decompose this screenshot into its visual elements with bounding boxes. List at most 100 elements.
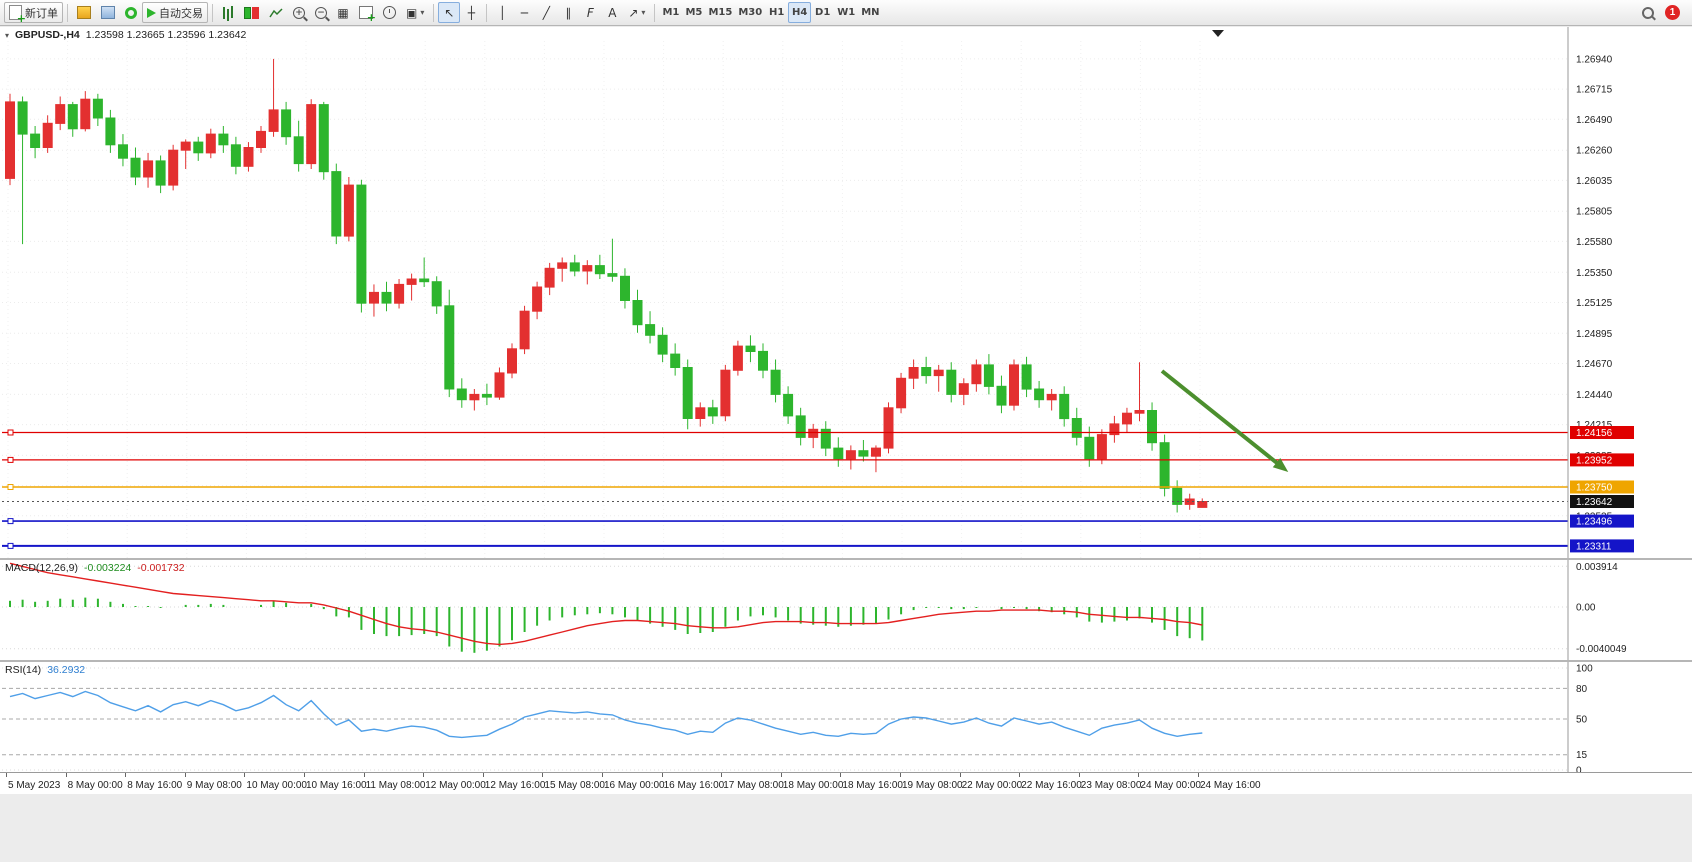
channel-icon: ∥ [565, 5, 572, 20]
navigator-button[interactable] [96, 2, 120, 23]
zoom-in-button[interactable]: + [288, 2, 310, 23]
zoom-out-button[interactable]: − [310, 2, 332, 23]
candle-body [1184, 498, 1195, 505]
timeframe-m15-button[interactable]: M15 [705, 2, 735, 23]
macd-panel[interactable]: 0.003914 0.00 -0.0040049 MACD(12,26,9) -0.… [0, 558, 1692, 660]
fibonacci-button[interactable]: F [579, 2, 601, 23]
terminal-button[interactable] [120, 2, 142, 23]
time-axis-tick [65, 773, 67, 777]
rsi-panel[interactable]: 100 80 50 15 0 RSI(14) 36.2932 [0, 660, 1692, 772]
time-axis-tick [959, 773, 961, 777]
time-label: 16 May 00:00 [604, 780, 665, 791]
candle-body [419, 278, 430, 283]
time-label: 24 May 00:00 [1140, 780, 1201, 791]
candle-body [933, 369, 944, 377]
indicators-button[interactable] [354, 2, 378, 24]
candle-body [494, 372, 505, 398]
line-handle[interactable] [7, 542, 14, 549]
rsi-axis[interactable]: 100 80 50 15 0 [1567, 662, 1593, 772]
price-axis[interactable]: 1.26940 1.26715 1.26490 1.26260 1.26035 1.258… [1567, 27, 1634, 558]
rsi-axis-label: 80 [1576, 684, 1588, 695]
navigator-icon [101, 6, 115, 19]
candle-body [356, 184, 367, 304]
candle-body [381, 291, 392, 304]
candle-body [343, 184, 354, 237]
auto-trading-button[interactable]: 自动交易 [142, 2, 208, 23]
symbol-dropdown-icon[interactable]: ▾ [5, 30, 10, 40]
candle-body [155, 160, 166, 186]
terminal-icon [125, 6, 137, 19]
timeframe-mn-button[interactable]: MN [858, 2, 882, 23]
price-axis-label: 1.25350 [1576, 268, 1613, 279]
price-chart-canvas[interactable]: 1.26940 1.26715 1.26490 1.26260 1.26035 1.258… [0, 27, 1692, 558]
horizontal-price-lines[interactable] [2, 429, 1568, 549]
candlestick-chart-button[interactable] [239, 2, 264, 23]
notification-badge[interactable]: 1 [1665, 5, 1680, 20]
timeframe-m30-button[interactable]: M30 [735, 2, 765, 23]
main-toolbar: 新订单 自动交易 + − ▦ ▣ ▾ ↖ ┼ │ ─ ╱ ∥ F A [0, 0, 1692, 26]
line-handle[interactable] [7, 484, 14, 490]
grid [2, 41, 1568, 558]
new-order-button[interactable]: 新订单 [4, 2, 63, 25]
symbol-label: GBPUSD-,H4 [15, 29, 80, 41]
candle-body [620, 275, 630, 302]
candle-body [394, 283, 405, 304]
rsi-canvas[interactable]: 100 80 50 15 0 [0, 662, 1692, 772]
horizontal-line-button[interactable]: ─ [513, 2, 535, 23]
candles [5, 58, 1208, 513]
macd-axis[interactable]: 0.003914 0.00 -0.0040049 [1567, 560, 1627, 660]
trendline-button[interactable]: ╱ [535, 2, 557, 23]
candle-body [670, 353, 681, 369]
arrows-button[interactable]: ↗ ▾ [623, 2, 650, 23]
candle-body [632, 300, 643, 326]
time-axis-tick [1198, 773, 1199, 777]
equidistant-channel-button[interactable]: ∥ [557, 2, 579, 23]
price-axis-label: 1.24670 [1576, 359, 1613, 370]
candle-body [507, 348, 517, 374]
time-label: 12 May 16:00 [484, 780, 546, 791]
candle-body [745, 345, 756, 353]
candle-body [1134, 410, 1145, 414]
cursor-button[interactable]: ↖ [438, 2, 461, 23]
auto-trading-label: 自动交易 [159, 6, 203, 20]
templates-button[interactable]: ▣ ▾ [401, 2, 429, 23]
timeframe-h1-button[interactable]: H1 [765, 2, 788, 23]
text-button[interactable]: A [601, 2, 623, 23]
timeframe-h4-button[interactable]: H4 [788, 2, 812, 23]
market-watch-button[interactable] [72, 2, 96, 23]
bar-chart-button[interactable] [217, 2, 239, 23]
trendline-icon: ╱ [542, 5, 550, 20]
vertical-line-button[interactable]: │ [491, 2, 513, 23]
macd-label: MACD(12,26,9) -0.003224 -0.001732 [5, 562, 185, 574]
price-chart-panel[interactable]: 1.26940 1.26715 1.26490 1.26260 1.26035 1.258… [0, 27, 1692, 558]
crosshair-button[interactable]: ┼ [460, 2, 482, 23]
time-axis-tick [1138, 773, 1140, 777]
crosshair-icon: ┼ [467, 5, 475, 20]
candle-body [1122, 412, 1132, 425]
search-button[interactable] [1637, 2, 1659, 23]
macd-canvas[interactable]: 0.003914 0.00 -0.0040049 [0, 560, 1692, 660]
line-handle[interactable] [7, 518, 14, 525]
candle-body [1109, 423, 1120, 436]
timeframe-d1-button[interactable]: D1 [811, 2, 834, 23]
price-axis-label: 1.24440 [1576, 390, 1613, 401]
chart-shift-marker[interactable] [1212, 30, 1224, 37]
time-axis-tick [6, 773, 7, 777]
timeframe-w1-button[interactable]: W1 [834, 2, 858, 23]
candle-body [55, 104, 66, 124]
clock-icon [383, 6, 396, 19]
time-axis[interactable]: 5 May 2023 8 May 00:00 8 May 16:00 9 May 08… [0, 772, 1692, 794]
timeframe-m5-button[interactable]: M5 [682, 2, 705, 23]
line-handle[interactable] [7, 456, 14, 463]
line-chart-button[interactable] [264, 2, 288, 23]
timeframe-m1-button[interactable]: M1 [659, 2, 682, 23]
time-label: 17 May 08:00 [723, 780, 784, 791]
line-handle[interactable] [7, 429, 14, 436]
candle-body [958, 383, 969, 395]
time-label: 24 May 16:00 [1200, 780, 1261, 791]
tile-windows-button[interactable]: ▦ [332, 2, 354, 23]
periods-button[interactable] [378, 2, 401, 23]
candle-body [406, 278, 417, 285]
trend-arrow[interactable] [1160, 369, 1289, 472]
